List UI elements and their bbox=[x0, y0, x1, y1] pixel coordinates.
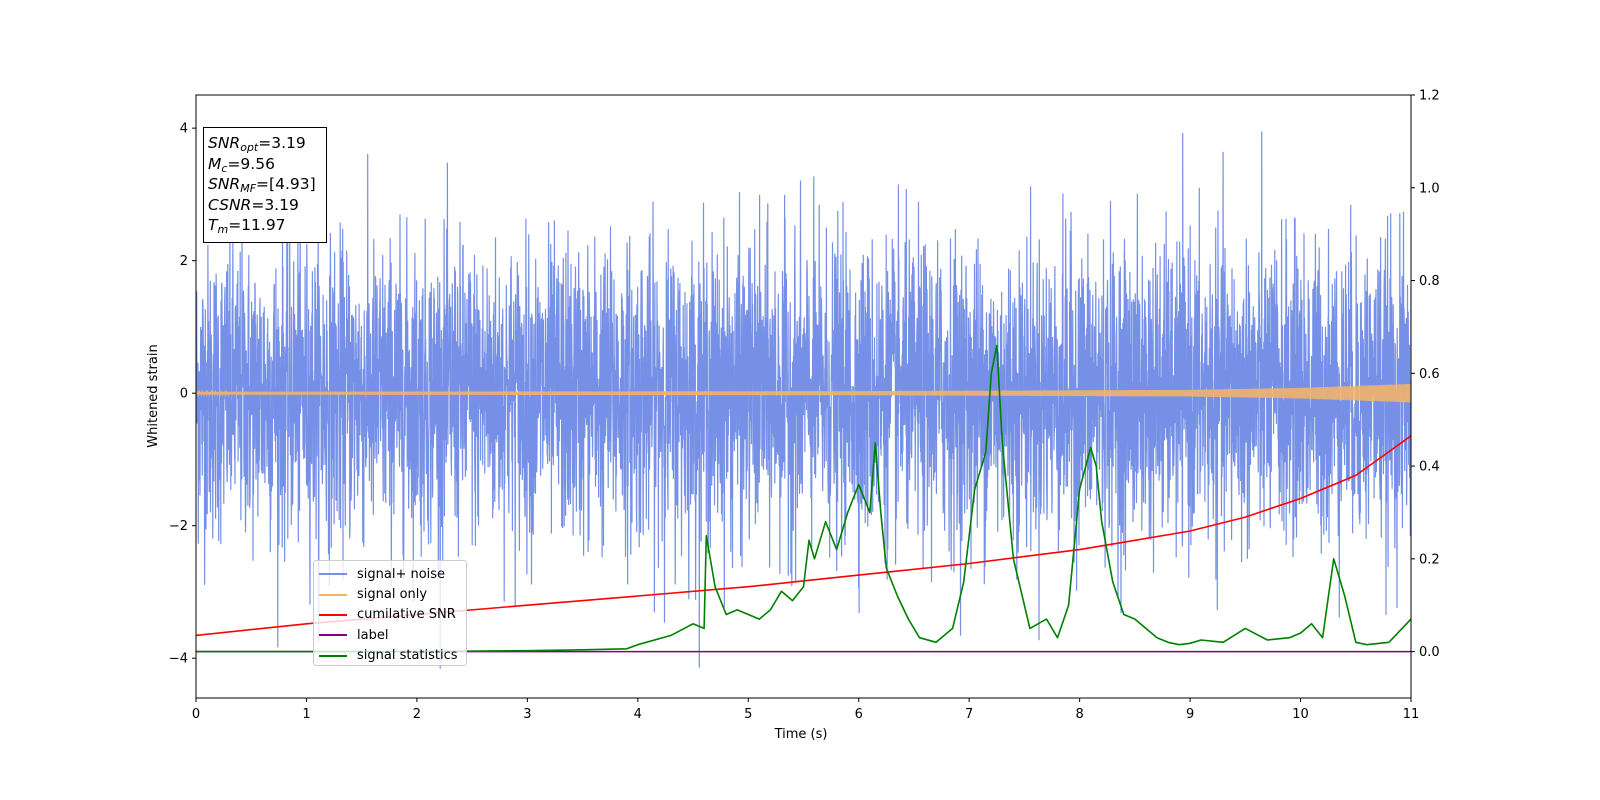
x-tick-label: 9 bbox=[1186, 707, 1194, 722]
info-snr-opt: SNRopt=3.19 bbox=[208, 134, 306, 154]
x-tick-label: 3 bbox=[523, 707, 531, 722]
y2-tick-label: 0.2 bbox=[1419, 552, 1440, 567]
legend-label: signal statistics bbox=[357, 648, 458, 664]
y2-tick-label: 0.4 bbox=[1419, 460, 1440, 475]
y2-tick-label: 0.0 bbox=[1419, 645, 1440, 660]
x-axis-label: Time (s) bbox=[774, 727, 828, 742]
info-mc: Mc=9.56 bbox=[208, 154, 275, 175]
legend-label: signal+ noise bbox=[357, 566, 446, 582]
legend-item-label: label bbox=[319, 625, 466, 645]
x-axis: 0 1 2 3 4 5 6 7 8 9 10 11 bbox=[192, 698, 1419, 722]
legend-swatch bbox=[319, 634, 347, 637]
x-tick-label: 5 bbox=[744, 707, 752, 722]
legend-swatch bbox=[319, 613, 347, 616]
x-tick-label: 8 bbox=[1075, 707, 1083, 722]
x-tick-label: 7 bbox=[965, 707, 973, 722]
axes-frame bbox=[195, 94, 1412, 699]
info-csnr: CSNR=3.19 bbox=[208, 195, 299, 214]
legend-label: label bbox=[357, 627, 389, 643]
legend: signal+ noise signal only cumilative SNR… bbox=[313, 560, 467, 666]
x-tick-label: 1 bbox=[302, 707, 310, 722]
legend-label: signal only bbox=[357, 587, 428, 603]
x-tick-label: 2 bbox=[413, 707, 421, 722]
legend-item-cumulative-snr: cumilative SNR bbox=[319, 605, 466, 625]
y-tick-label: 2 bbox=[180, 254, 188, 269]
legend-item-signal-only: signal only bbox=[319, 584, 466, 604]
y-axis-left: −4 −2 0 2 4 bbox=[169, 122, 196, 667]
y2-tick-label: 1.0 bbox=[1419, 181, 1440, 196]
series-signal-only-line bbox=[196, 383, 1411, 403]
legend-item-signal-statistics: signal statistics bbox=[319, 646, 466, 666]
y2-tick-label: 0.8 bbox=[1419, 274, 1440, 289]
series-signal-noise-line bbox=[196, 131, 1411, 669]
x-tick-label: 11 bbox=[1403, 707, 1420, 722]
x-tick-label: 6 bbox=[855, 707, 863, 722]
y-axis-right: 0.0 0.2 0.4 0.6 0.8 1.0 1.2 bbox=[1411, 89, 1440, 660]
legend-swatch bbox=[319, 573, 347, 576]
x-tick-label: 10 bbox=[1292, 707, 1309, 722]
y-tick-label: −4 bbox=[169, 652, 188, 667]
y-tick-label: −2 bbox=[169, 519, 188, 534]
y-tick-label: 4 bbox=[180, 122, 188, 137]
legend-swatch bbox=[319, 593, 347, 596]
info-tm: Tm=11.97 bbox=[208, 216, 286, 236]
x-tick-label: 4 bbox=[634, 707, 642, 722]
info-snr-mf: SNRMF=[4.93] bbox=[208, 175, 316, 195]
x-tick-label: 0 bbox=[192, 707, 200, 722]
y2-tick-label: 1.2 bbox=[1419, 89, 1440, 104]
legend-item-signal-noise: signal+ noise bbox=[319, 564, 466, 584]
y2-tick-label: 0.6 bbox=[1419, 367, 1440, 382]
legend-label: cumilative SNR bbox=[357, 607, 456, 623]
legend-swatch bbox=[319, 654, 347, 657]
series-signal-statistics-line bbox=[196, 344, 1411, 653]
info-box: SNRopt=3.19 Mc=9.56 SNRMF=[4.93] CSNR=3.… bbox=[203, 127, 327, 243]
y-axis-label: Whitened strain bbox=[146, 344, 161, 447]
y-tick-label: 0 bbox=[180, 387, 188, 402]
